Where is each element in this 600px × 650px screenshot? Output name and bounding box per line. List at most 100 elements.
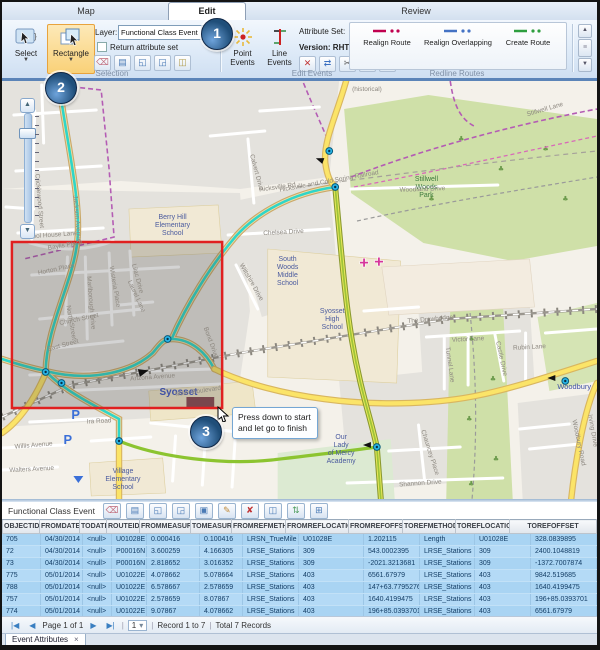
zoom-to-selection-icon[interactable]: ◱ [134,55,151,71]
map-label: Stillwell Woods Park [415,176,439,199]
pan-to-selected-icon[interactable]: ◲ [171,502,190,519]
chevron-down-icon: ▼ [68,57,74,63]
map-label: (historical) [352,86,382,93]
table-row[interactable]: 788 05/01/2014 <null> U01022E 6.578667 2.5786… [2,581,597,594]
map-label: Victor Lane [452,335,485,344]
realign-overlapping-button[interactable]: Realign Overlapping [422,26,494,66]
realign-route-button[interactable]: Realign Route [358,26,416,66]
zoom-out-button[interactable]: ▼ [20,224,35,239]
show-selected-icon[interactable]: ▤ [125,502,144,519]
map-label: Cricklewood Street [33,173,45,228]
return-attribute-set-checkbox[interactable]: Return attribute set [97,42,178,52]
station-building [186,397,215,408]
selection-rectangle[interactable] [10,240,224,410]
table-row[interactable]: 705 04/30/2014 <null> U01028E 0.000416 0.1004… [2,534,597,546]
scroll-down-icon[interactable]: ▼ [578,58,592,72]
column-header[interactable]: FROMREFMETHOD [231,519,286,534]
ribbon-scrollbar[interactable]: ▲ ≡ ▼ [578,24,592,72]
record-range-text: Record 1 to 7 [157,620,206,630]
column-header[interactable]: FROMREFOFFSET [348,519,403,534]
last-page-button[interactable]: ▶| [106,620,115,630]
checkbox-icon [97,42,107,52]
column-header[interactable]: FROMREFLOCATION [285,519,349,534]
rectangle-tool-button[interactable]: Rectangle ▼ [47,24,95,74]
point-events-button[interactable]: Point Events [224,24,261,74]
flip-event-icon[interactable]: ⇄ [319,56,336,72]
first-page-button[interactable]: |◀ [11,620,20,630]
scroll-up-icon[interactable]: ▲ [578,24,592,38]
map-label: Syosset High School [320,308,345,331]
total-records-text: Total 7 Records [215,620,272,630]
zoom-in-button[interactable]: ▲ [20,98,35,113]
prev-page-button[interactable]: ◀ [29,620,36,630]
layer-label: Layer: [95,28,118,37]
table-rows-container[interactable]: 705 04/30/2014 <null> U01028E 0.000416 0.1004… [2,534,597,616]
school-areas [88,204,401,497]
cemetery-area [381,258,535,316]
group-separator [572,24,574,72]
column-header[interactable]: TODATE [79,519,107,534]
line-events-button[interactable]: Line Events [261,24,298,74]
event-table-body: 705 04/30/2014 <null> U01028E 0.000416 0.1004… [2,534,597,616]
panel-splitter[interactable] [2,499,597,502]
delete-event-icon[interactable]: ✕ [299,56,316,72]
column-header[interactable]: TOMEASURE [190,519,232,534]
line-events-icon [262,27,297,49]
map-label: Our Lady of Mercy Academy [327,434,356,465]
tab-event-attributes[interactable]: Event Attributes × [5,634,86,645]
create-route-button[interactable]: Create Route [500,26,556,66]
version-text: Version: RHT1.User1 [299,43,379,52]
table-row[interactable]: 73 04/30/2014 <null> P00016N 2.818652 3.01635… [2,557,597,570]
zoom-slider-track[interactable] [24,113,32,223]
clear-selection-icon[interactable]: ⌫ [102,502,121,519]
svg-text:P: P [63,432,72,447]
tab-bar: Map Edit Review [2,2,597,21]
map-label: Woodbury [557,382,591,391]
close-icon[interactable]: × [74,635,79,644]
column-header[interactable]: TOREFLOCATION [455,519,510,534]
column-header[interactable]: OBJECTID [2,519,40,534]
column-header[interactable]: FROMDATE [39,519,80,534]
table-row[interactable]: 757 05/01/2014 <null> U01022E 2.578659 8.0786… [2,593,597,606]
zoom-to-selected-icon[interactable]: ◱ [148,502,167,519]
map-viewport[interactable]: ♣ ♣ ♣ ♣ ♣ ♣ ♣ ♣ ♣ ♣ [2,81,597,499]
map-label: Village Elementary School [105,468,141,491]
select-tool-button[interactable]: } Select ▼ [6,24,46,74]
tab-edit[interactable]: Edit [168,2,246,20]
svg-text:✚: ✚ [359,256,369,270]
tab-review[interactable]: Review [401,6,431,16]
save-icon[interactable]: ▣ [194,502,213,519]
svg-text:♣: ♣ [466,415,472,423]
scroll-grip[interactable]: ≡ [578,39,592,57]
table-row[interactable]: 72 04/30/2014 <null> P00016N 3.600259 4.16630… [2,545,597,558]
table-icon[interactable]: ◫ [263,502,282,519]
column-header[interactable]: TOREFMETHOD [402,519,456,534]
table-row[interactable]: 774 05/01/2014 <null> U01022E 9.07867 4.07866… [2,605,597,616]
table-row[interactable]: 775 05/01/2014 <null> U01022E 4.078662 5.0786… [2,569,597,582]
zoom-slider-handle[interactable] [19,128,36,139]
column-header[interactable]: FROMMEASURE [139,519,191,534]
svg-text:♣: ♣ [498,165,504,173]
edit-icon[interactable]: ✎ [217,502,236,519]
map-label: Woodland Drive [399,185,445,194]
page-select-dropdown[interactable]: 1 ▾ [127,619,148,631]
point-events-label: Point Events [230,49,255,67]
delete-icon[interactable]: ✘ [240,502,259,519]
zoom-slider[interactable]: ▲ ▼ [19,98,39,239]
layer-value: Functional Class Event [121,28,198,37]
return-attribute-set-label: Return attribute set [110,42,179,52]
pan-to-selection-icon[interactable]: ◲ [154,55,171,71]
ribbon: } Select ▼ Rectangle ▼ Layer: Functional… [2,20,597,78]
event-table: OBJECTIDFROMDATETODATEROUTEIDFROMMEASURE… [2,519,597,534]
parking-icon: PP [63,407,80,447]
tab-map[interactable]: Map [77,6,95,16]
clear-selection-icon[interactable]: ⌫ [94,55,111,71]
next-page-button[interactable]: ▶ [90,620,97,630]
column-header[interactable]: TOREFOFFSET [509,519,597,534]
open-window-icon[interactable]: ⊞ [309,502,328,519]
sort-icon[interactable]: ⇅ [286,502,305,519]
selection-options-icon[interactable]: ◫ [174,55,191,71]
column-header[interactable]: ROUTEID [106,519,140,534]
selection-list-icon[interactable]: ▤ [114,55,131,71]
